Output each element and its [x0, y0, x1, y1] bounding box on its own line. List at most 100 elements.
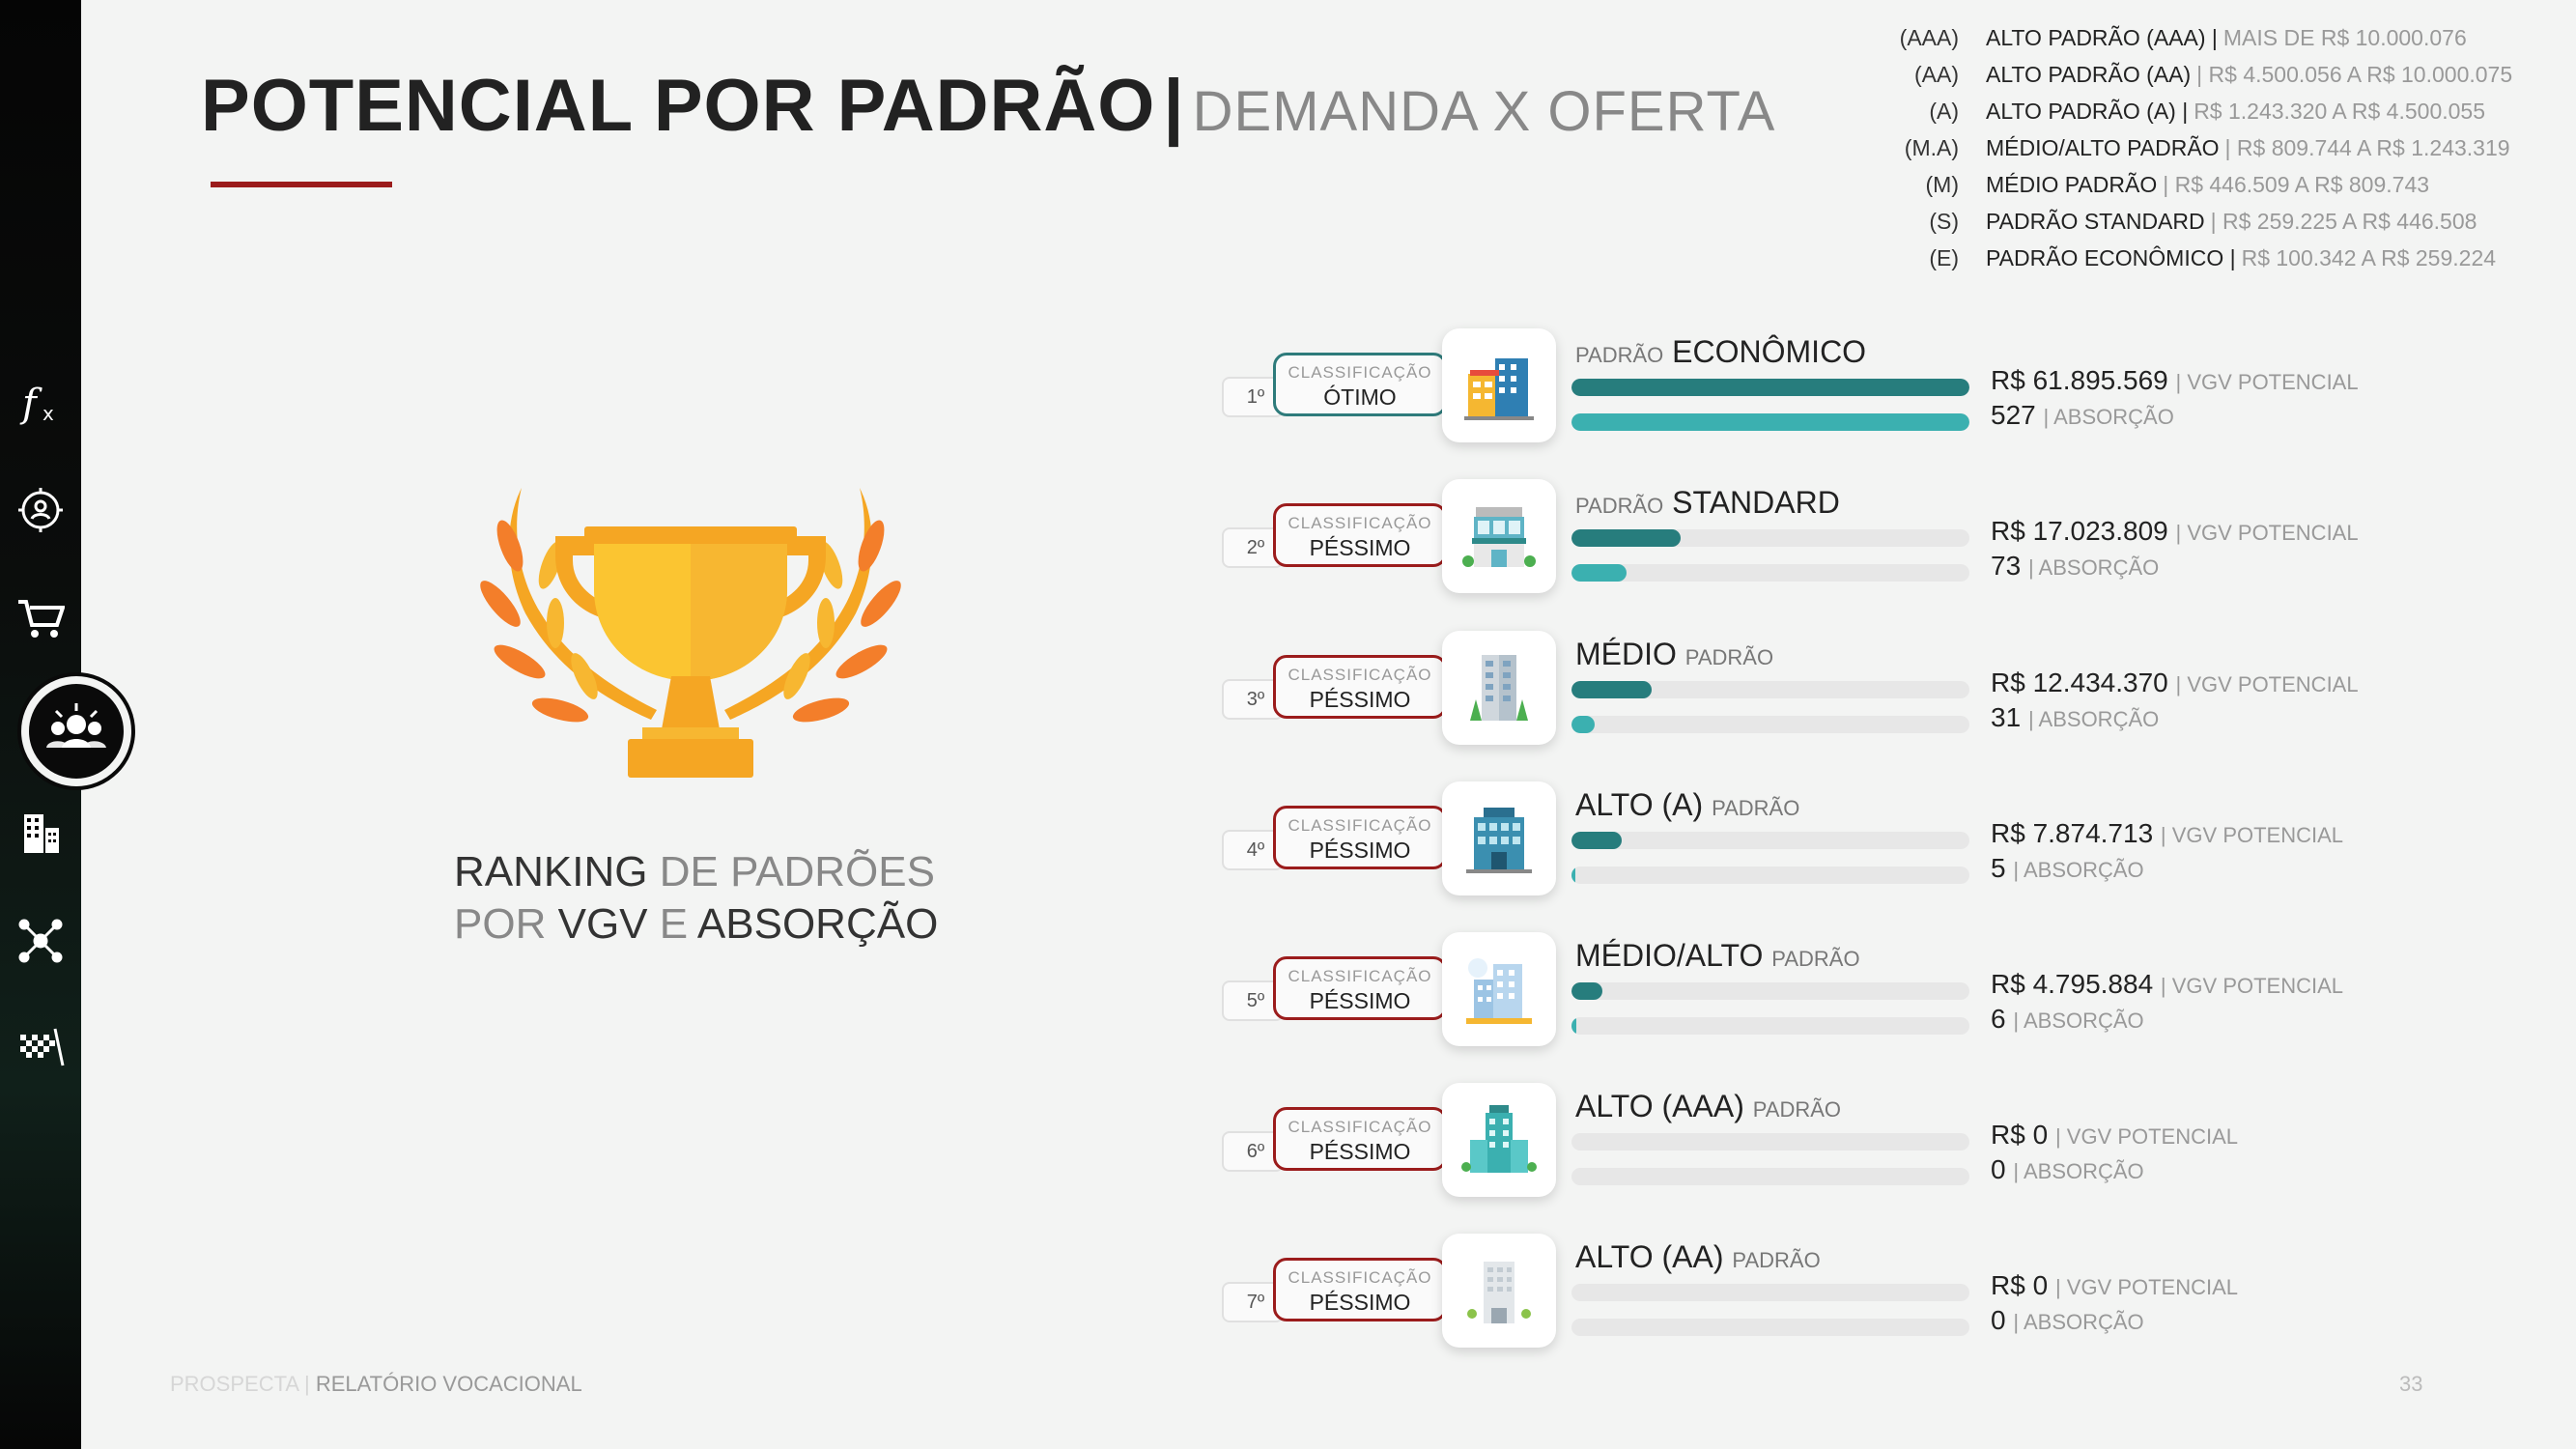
page-number: 33 [2399, 1372, 2423, 1396]
vgv-label: | VGV POTENCIAL [2054, 1275, 2239, 1299]
vgv-value: R$ 0 [1991, 1120, 2049, 1150]
vgv-bar-fill [1571, 832, 1623, 849]
ranking-row: 7º CLASSIFICAÇÃO PÉSSIMO ALTO (AA) PADRÃO R$… [1222, 1234, 2477, 1359]
trophy-icon [464, 478, 918, 811]
category-prefix: PADRÃO [1575, 494, 1664, 518]
category-suffix: PADRÃO [1732, 1248, 1821, 1272]
vgv-value-line: R$ 12.434.370 | VGV POTENCIAL [1991, 668, 2359, 698]
vgv-label: | VGV POTENCIAL [2160, 823, 2344, 847]
vgv-label: | VGV POTENCIAL [2175, 370, 2359, 394]
ranking-word: ABSORÇÃO [696, 900, 939, 948]
legend-row: (E) PADRÃO ECONÔMICO | R$ 100.342 A R$ 259… [1883, 240, 2560, 276]
absorption-value-line: 527 | ABSORÇÃO [1991, 400, 2174, 431]
classification-value: PÉSSIMO [1309, 838, 1411, 863]
building-icon [1442, 328, 1556, 442]
vgv-value: R$ 4.795.884 [1991, 969, 2154, 999]
race-flag-icon[interactable] [14, 1020, 68, 1074]
cart-icon[interactable] [14, 591, 68, 645]
ranking-word: POR [454, 900, 547, 948]
absorption-bar-track [1571, 1168, 1969, 1185]
classification-value: PÉSSIMO [1309, 535, 1411, 560]
ranking-caption: RANKING DE PADRÕES POR VGV E ABSORÇÃO [454, 846, 938, 951]
classification-label: CLASSIFICAÇÃO [1288, 1118, 1432, 1136]
vgv-value-line: R$ 4.795.884 | VGV POTENCIAL [1991, 969, 2343, 1000]
absorption-bar-fill [1571, 716, 1596, 733]
absorption-label: | ABSORÇÃO [2013, 1310, 2144, 1334]
svg-text:f: f [19, 382, 42, 426]
legend-range: R$ 1.243.320 A R$ 4.500.055 [2194, 98, 2485, 124]
footer-brand: PROSPECTA | [170, 1372, 310, 1396]
vgv-value-line: R$ 7.874.713 | VGV POTENCIAL [1991, 818, 2343, 849]
vgv-bar-fill [1571, 982, 1602, 1000]
classification-badge: CLASSIFICAÇÃO PÉSSIMO [1273, 956, 1447, 1020]
buildings-icon[interactable] [14, 806, 68, 860]
classification-label: CLASSIFICAÇÃO [1288, 514, 1432, 532]
page-title: POTENCIAL POR PADRÃO | DEMANDA X OFERTA [201, 64, 1775, 148]
vgv-value: R$ 0 [1991, 1270, 2049, 1300]
vgv-label: | VGV POTENCIAL [2175, 672, 2359, 696]
absorption-value: 527 [1991, 400, 2036, 430]
category-suffix: PADRÃO [1752, 1097, 1842, 1122]
category-title: ALTO (A) PADRÃO [1575, 787, 1799, 823]
absorption-bar-fill [1571, 413, 1969, 431]
vgv-label: | VGV POTENCIAL [2160, 974, 2344, 998]
vgv-bar-fill [1571, 379, 1969, 396]
legend-name: PADRÃO STANDARD [1986, 208, 2205, 234]
legend-name: ALTO PADRÃO (A) | [1986, 98, 2189, 124]
vgv-value: R$ 7.874.713 [1991, 818, 2154, 848]
legend-code: (AA) [1914, 61, 1959, 87]
absorption-label: | ABSORÇÃO [2013, 858, 2144, 882]
classification-label: CLASSIFICAÇÃO [1288, 666, 1432, 684]
vgv-bar-track [1571, 681, 1969, 698]
network-icon[interactable] [14, 914, 68, 968]
legend-row: (M.A) MÉDIO/ALTO PADRÃO | R$ 809.744 A R$ … [1883, 129, 2560, 166]
category-name: ALTO (AA) [1575, 1239, 1724, 1274]
absorption-bar-fill [1571, 564, 1628, 582]
legend-row: (A) ALTO PADRÃO (A) | R$ 1.243.320 A R$ 4.… [1883, 93, 2560, 129]
category-title: PADRÃO STANDARD [1575, 485, 1840, 521]
ranking-row: 3º CLASSIFICAÇÃO PÉSSIMO MÉDIO PADRÃO R$ 12.… [1222, 631, 2477, 756]
classification-badge: CLASSIFICAÇÃO ÓTIMO [1273, 353, 1447, 416]
category-title: ALTO (AAA) PADRÃO [1575, 1089, 1841, 1124]
legend-row: (M) MÉDIO PADRÃO | R$ 446.509 A R$ 809.743 [1883, 166, 2560, 203]
legend-name: ALTO PADRÃO (AAA) | [1986, 24, 2218, 50]
absorption-value-line: 6 | ABSORÇÃO [1991, 1004, 2144, 1035]
building-icon [1442, 932, 1556, 1046]
legend-range: | R$ 259.225 A R$ 446.508 [2210, 208, 2477, 234]
legend-code: (M.A) [1904, 134, 1959, 160]
absorption-value: 73 [1991, 551, 2022, 581]
crowd-icon[interactable] [21, 676, 131, 786]
vgv-bar-track [1571, 982, 1969, 1000]
absorption-value-line: 0 | ABSORÇÃO [1991, 1305, 2144, 1336]
ranking-word: VGV [557, 900, 648, 948]
absorption-label: | ABSORÇÃO [2027, 707, 2160, 731]
legend-code: (M) [1925, 171, 1959, 197]
classification-badge: CLASSIFICAÇÃO PÉSSIMO [1273, 806, 1447, 869]
absorption-value: 31 [1991, 702, 2022, 732]
legend-name: MÉDIO/ALTO PADRÃO [1986, 134, 2220, 160]
category-name: ALTO (A) [1575, 787, 1704, 822]
category-name: STANDARD [1672, 485, 1840, 520]
vgv-value: R$ 61.895.569 [1991, 365, 2168, 395]
building-icon [1442, 479, 1556, 593]
absorption-bar-track [1571, 413, 1969, 431]
absorption-value-line: 5 | ABSORÇÃO [1991, 853, 2144, 884]
category-prefix: PADRÃO [1575, 343, 1664, 367]
absorption-value-line: 0 | ABSORÇÃO [1991, 1154, 2144, 1185]
ranking-row: 5º CLASSIFICAÇÃO PÉSSIMO MÉDIO/ALTO PADRÃO R… [1222, 932, 2477, 1058]
target-icon[interactable] [14, 483, 68, 537]
vgv-value-line: R$ 0 | VGV POTENCIAL [1991, 1120, 2238, 1151]
category-title: MÉDIO/ALTO PADRÃO [1575, 938, 1860, 974]
vgv-bar-track [1571, 379, 1969, 396]
absorption-bar-track [1571, 716, 1969, 733]
absorption-bar-fill [1571, 1017, 1576, 1035]
legend-code: (S) [1929, 208, 1959, 234]
building-icon [1442, 1234, 1556, 1348]
vgv-bar-fill [1571, 681, 1652, 698]
category-title: PADRÃO ECONÔMICO [1575, 334, 1866, 370]
ranking-row: 4º CLASSIFICAÇÃO PÉSSIMO ALTO (A) PADRÃO R$ … [1222, 781, 2477, 907]
vgv-bar-track [1571, 832, 1969, 849]
title-separator: | [1163, 65, 1185, 147]
classification-badge: CLASSIFICAÇÃO PÉSSIMO [1273, 1258, 1447, 1321]
